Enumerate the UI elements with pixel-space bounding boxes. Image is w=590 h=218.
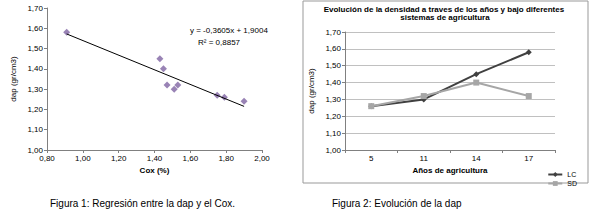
svg-text:1,70: 1,70 (325, 28, 341, 37)
svg-text:Figura 2: Evolución de la dap: Figura 2: Evolución de la dap (332, 198, 462, 209)
svg-text:1,20: 1,20 (111, 154, 127, 163)
svg-text:Evolución de la densidad a tra: Evolución de la densidad a traves de los… (323, 4, 567, 14)
svg-text:14: 14 (472, 154, 481, 163)
svg-text:1,80: 1,80 (218, 154, 234, 163)
svg-text:1,20: 1,20 (325, 112, 341, 121)
svg-text:1,30: 1,30 (27, 85, 43, 94)
svg-text:Cox (%): Cox (%) (140, 166, 170, 175)
svg-text:1,00: 1,00 (325, 146, 341, 155)
svg-text:Figura 1: Regresión entre la d: Figura 1: Regresión entre la dap y el Co… (50, 198, 235, 209)
svg-text:1,60: 1,60 (183, 154, 199, 163)
svg-text:R² = 0,8857: R² = 0,8857 (198, 38, 241, 47)
svg-text:17: 17 (524, 154, 533, 163)
svg-text:Años de agricultura: Años de agricultura (412, 166, 488, 175)
svg-text:1,60: 1,60 (325, 44, 341, 53)
svg-text:LC: LC (567, 171, 576, 178)
svg-text:dap (gr/cm3): dap (gr/cm3) (9, 56, 18, 102)
svg-text:1,40: 1,40 (325, 78, 341, 87)
svg-text:1,00: 1,00 (27, 145, 43, 155)
svg-text:1,40: 1,40 (27, 64, 43, 73)
svg-text:2,00: 2,00 (254, 154, 270, 163)
svg-text:1,00: 1,00 (75, 154, 91, 163)
svg-text:1,20: 1,20 (27, 105, 43, 114)
svg-text:1,10: 1,10 (325, 129, 341, 138)
svg-text:1,10: 1,10 (27, 125, 43, 134)
svg-text:dap (gr/cm3): dap (gr/cm3) (307, 68, 316, 114)
svg-text:SD: SD (567, 180, 577, 187)
svg-text:1,30: 1,30 (325, 95, 341, 104)
svg-text:1,70: 1,70 (27, 4, 43, 13)
svg-text:sistemas de agricultura: sistemas de agricultura (400, 13, 490, 22)
svg-text:5: 5 (369, 154, 374, 163)
svg-text:1,50: 1,50 (325, 61, 341, 70)
svg-text:11: 11 (420, 154, 429, 163)
svg-text:y = -0,3605x + 1,9004: y = -0,3605x + 1,9004 (190, 26, 268, 35)
svg-text:1,60: 1,60 (27, 24, 43, 33)
svg-text:1,50: 1,50 (27, 44, 43, 53)
svg-text:0,80: 0,80 (39, 154, 55, 163)
svg-text:1,40: 1,40 (147, 154, 163, 163)
